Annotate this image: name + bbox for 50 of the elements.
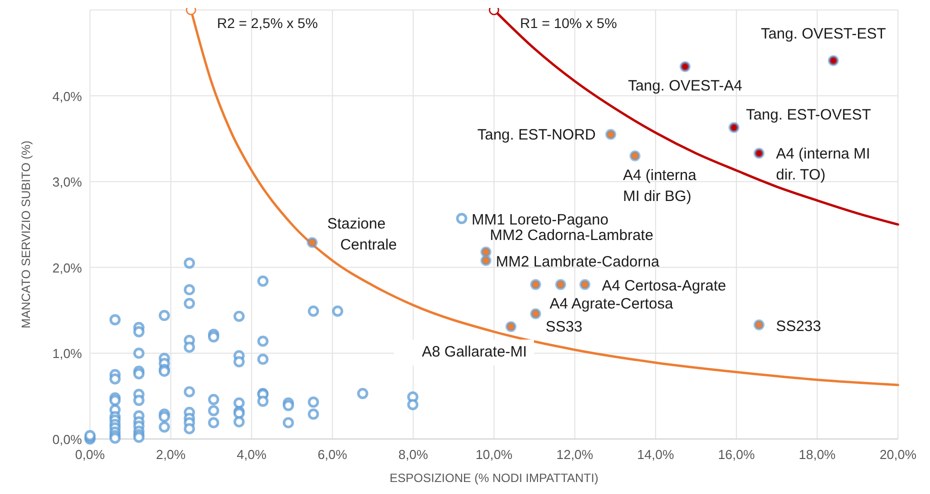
annotation: MM1 Loreto-Pagano (472, 211, 608, 228)
point (555, 279, 566, 290)
annotation: SS233 (776, 318, 822, 335)
annotation: MM2 Cadorna-Lambrate (490, 226, 654, 244)
x-tick-label: 6,0% (318, 447, 348, 462)
annotation: A4 (interna MI dir. TO) (776, 145, 870, 184)
x-tick-label: 18,0% (798, 447, 836, 462)
point (530, 308, 542, 320)
annotation: Tang. OVEST-A4 (628, 78, 742, 95)
series-label: R2 = 2,5% x 5% (217, 15, 318, 31)
point (754, 148, 765, 159)
point (505, 321, 516, 332)
y-tick-label: 1,0% (52, 346, 82, 362)
point (754, 319, 765, 330)
point (828, 55, 839, 66)
x-tick-label: 2,0% (156, 447, 186, 462)
annotation: A8 Gallarate-MI (422, 344, 527, 361)
x-tick-label: 16,0% (718, 447, 756, 462)
point (579, 279, 590, 290)
annotation: A4 (interna MI dir BG) (622, 166, 698, 205)
annotation: A4 Agrate-Certosa (550, 296, 674, 313)
x-tick-label: 12,0% (556, 447, 594, 462)
point (530, 279, 542, 290)
annotation: A4 Certosa-Agrate (602, 278, 726, 295)
x-tick-label: 4,0% (236, 447, 267, 462)
x-tick-label: 0,0% (75, 447, 106, 462)
y-tick-label: 0,0% (52, 432, 82, 447)
point (605, 128, 616, 140)
annotation: Stazione Centrale (327, 216, 397, 254)
y-tick-label: 2,0% (52, 260, 82, 276)
x-tick-label: 14,0% (637, 447, 674, 462)
point (629, 150, 640, 162)
annotation: Tang. EST-OVEST (746, 106, 872, 124)
point (680, 61, 691, 72)
point (480, 246, 492, 258)
y-axis-title: MANCATO SERVIZIO SUBITO (%) (19, 140, 33, 328)
annotation: MM2 Lambrate-Cadorna (496, 254, 660, 271)
y-tick-label: 3,0% (52, 174, 82, 190)
series-label: R1 = 10% x 5% (520, 15, 617, 31)
annotation: Tang. EST-NORD (477, 126, 596, 144)
x-tick-label: 10,0% (476, 447, 513, 462)
x-tick-label: 20,0% (880, 447, 917, 462)
annotation: SS33 (546, 318, 582, 336)
x-tick-label: 8,0% (398, 447, 428, 462)
y-tick-label: 4,0% (52, 88, 82, 104)
point (306, 237, 318, 248)
annotation: Tang. OVEST-EST (760, 26, 886, 43)
point (728, 122, 740, 134)
x-axis-title: ESPOSIZIONE (% NODI IMPATTANTI) (390, 471, 598, 485)
point (480, 255, 492, 266)
